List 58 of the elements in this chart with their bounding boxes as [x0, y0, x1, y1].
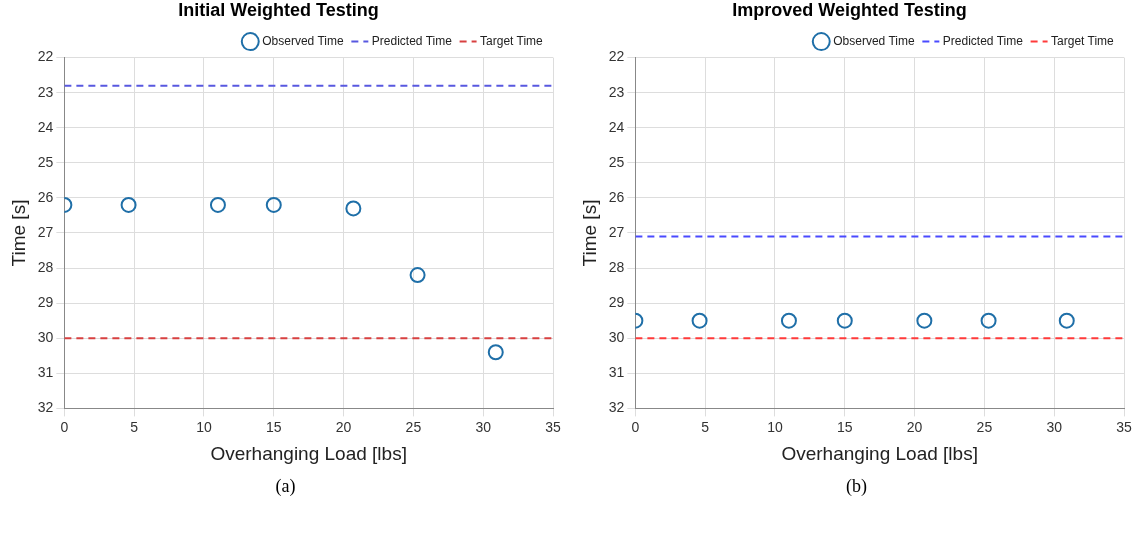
legend-label: Target Time — [480, 33, 544, 48]
y-tick-label: 22 — [608, 48, 625, 65]
y-tick-label: 27 — [37, 223, 54, 240]
y-tick-label: 28 — [608, 258, 625, 275]
x-tick-label: 15 — [837, 418, 853, 435]
x-tick-label: 35 — [545, 418, 561, 435]
x-tick-label: 30 — [1046, 418, 1063, 435]
y-tick-label: 25 — [37, 153, 54, 170]
legend-label: Observed Time — [833, 33, 915, 48]
x-axis-title: Overhanging Load [lbs] — [210, 442, 407, 464]
y-tick-label: 28 — [37, 258, 54, 275]
x-tick-label: 10 — [196, 418, 212, 435]
point — [409, 267, 426, 284]
y-axis-title: Time [s] — [578, 199, 600, 267]
y-tick-label: 24 — [608, 118, 625, 135]
y-tick-label: 29 — [37, 294, 54, 311]
legend-label: Target Time — [1051, 33, 1115, 48]
y-tick-label: 23 — [608, 83, 625, 100]
y-axis-title: Time [s] — [7, 199, 29, 267]
point — [120, 196, 137, 213]
x-tick-label: 20 — [335, 418, 352, 435]
text: (b) — [845, 476, 868, 497]
x-tick-label: 25 — [976, 418, 993, 435]
y-tick-label: 26 — [608, 188, 625, 205]
y-tick-label: 27 — [608, 223, 625, 240]
x-tick-label: 5 — [130, 418, 139, 435]
y-tick-label: 31 — [37, 364, 54, 381]
x-tick-label: 25 — [405, 418, 422, 435]
chart-title: Improved Weighted Testing — [732, 0, 967, 20]
x-tick-label: 10 — [767, 418, 783, 435]
y-tick-label: 31 — [608, 364, 625, 381]
point — [209, 196, 226, 213]
legend-label: Predicted Time — [371, 33, 453, 48]
x-tick-label: 5 — [701, 418, 710, 435]
y-tick-label: 29 — [608, 294, 625, 311]
x-tick-label: 20 — [906, 418, 923, 435]
x-axis-title: Overhanging Load [lbs] — [781, 442, 978, 464]
point — [265, 196, 282, 213]
point — [487, 344, 504, 361]
x-tick-label: 15 — [266, 418, 282, 435]
x-tick-label: 35 — [1116, 418, 1132, 435]
y-tick-label: 30 — [608, 329, 625, 346]
x-tick-label: 30 — [475, 418, 492, 435]
y-tick-label: 23 — [37, 83, 54, 100]
y-tick-label: 24 — [37, 118, 54, 135]
legend-label: Predicted Time — [942, 33, 1024, 48]
point — [345, 200, 362, 217]
y-tick-label: 32 — [608, 399, 625, 416]
y-tick-label: 26 — [37, 188, 54, 205]
chart-title: Initial Weighted Testing — [178, 0, 379, 20]
y-tick-label: 30 — [37, 329, 54, 346]
text: (a) — [274, 476, 297, 497]
x-tick-label: 0 — [60, 418, 69, 435]
x-tick-label: 0 — [631, 418, 640, 435]
y-tick-label: 32 — [37, 399, 54, 416]
legend-label: Observed Time — [262, 33, 344, 48]
y-tick-label: 22 — [37, 48, 54, 65]
y-tick-label: 25 — [608, 153, 625, 170]
